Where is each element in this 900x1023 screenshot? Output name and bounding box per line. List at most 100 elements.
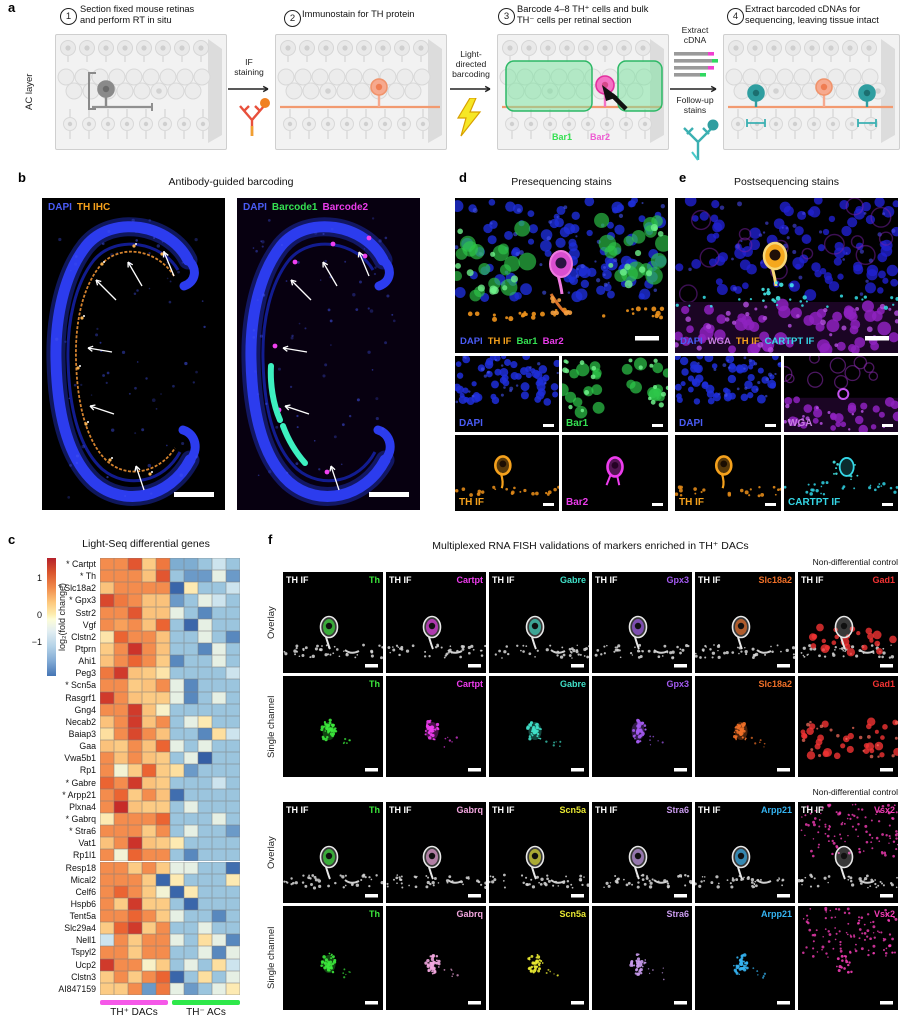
gene-label: Stra6	[666, 805, 689, 815]
heatmap-cell	[128, 618, 142, 631]
heatmap-cell	[128, 970, 142, 983]
heatmap-cell	[226, 642, 240, 656]
heatmap-cell	[226, 764, 240, 777]
heatmap-cell	[170, 812, 184, 826]
heatmap-cell	[156, 812, 170, 826]
heatmap-cell	[170, 594, 184, 607]
heatmap-cell	[212, 642, 226, 656]
heatmap-cell	[184, 946, 198, 959]
heatmap-cell	[142, 873, 156, 886]
fish-tile-single-vsx2: Vsx2	[798, 906, 898, 1010]
gene-label-Nell1: Nell1	[75, 935, 96, 946]
heatmap-cell	[142, 630, 156, 643]
heatmap-cell	[142, 825, 156, 838]
heatmap-cell	[170, 740, 184, 753]
panel-b-title: Antibody-guided barcoding	[168, 176, 294, 188]
heatmap-cell	[128, 922, 142, 935]
heatmap-cell	[170, 679, 184, 692]
heatmap-cell	[184, 776, 198, 789]
heatmap-cell	[170, 922, 184, 935]
heatmap-cell	[198, 655, 212, 668]
fish-tile-overlay-gad1: TH IF Gad1	[798, 572, 898, 673]
panel-c-title: Light-Seq differential genes	[82, 538, 210, 550]
heatmap-cell	[198, 800, 212, 813]
heatmap-cell	[156, 982, 170, 996]
step-3-text: Barcode 4–8 TH⁺ cells and bulk TH⁻ cells …	[517, 4, 649, 25]
heatmap-cell	[100, 934, 114, 947]
heatmap-cell	[170, 752, 184, 765]
th-if-label: TH IF	[698, 575, 721, 585]
heatmap-cell	[100, 788, 114, 801]
gene-label: Gabre	[559, 575, 586, 585]
heatmap-cell	[100, 618, 114, 631]
channel-dapi: DAPI	[680, 336, 703, 347]
gene-label-Arpp21: * Arpp21	[62, 789, 96, 800]
heatmap-cell	[184, 667, 198, 680]
fish-tile-single-slc18a2: Slc18a2	[695, 676, 795, 777]
heatmap-cell	[100, 776, 114, 789]
heatmap-cell	[226, 594, 240, 607]
heatmap-cell	[184, 897, 198, 911]
gene-label: Gabre	[559, 679, 586, 689]
heatmap-cell	[100, 910, 114, 923]
panel-c-label: c	[8, 532, 16, 547]
heatmap-cell	[142, 910, 156, 923]
cdna-strands-icon	[670, 52, 720, 82]
heatmap-cell	[156, 679, 170, 692]
heatmap-cell	[128, 897, 142, 911]
heatmap-cell	[198, 570, 212, 583]
th-if-label: TH IF	[286, 805, 309, 815]
retina2-channel-legend: DAPI Barcode1 Barcode2	[243, 202, 373, 213]
heatmap-cell	[100, 630, 114, 643]
heatmap-cell	[114, 642, 128, 656]
group-bar-1	[172, 1000, 240, 1005]
heatmap-cell	[100, 715, 114, 728]
heatmap-cell	[156, 606, 170, 619]
heatmap-cell	[226, 849, 240, 862]
gene-label: Th	[369, 805, 380, 815]
gene-label-Gabrq: * Gabrq	[65, 813, 96, 824]
heatmap-cell	[184, 849, 198, 862]
heatmap-cell	[226, 558, 240, 571]
heatmap-cell	[226, 825, 240, 838]
heatmap-cell	[226, 885, 240, 898]
heatmap-cell	[156, 776, 170, 789]
tile-channel-label: TH IF	[459, 497, 484, 508]
heatmap-cell	[170, 897, 184, 911]
heatmap-cell	[198, 642, 212, 656]
bar2-label: Bar2	[590, 132, 611, 142]
colorbar	[47, 558, 56, 676]
retina-image-dapi-th	[42, 198, 225, 510]
heatmap-cell	[198, 849, 212, 862]
heatmap-cell	[156, 618, 170, 631]
heatmap-cell	[170, 715, 184, 728]
heatmap-cell	[212, 570, 226, 583]
heatmap-cell	[170, 655, 184, 668]
panel-f-label: f	[268, 532, 273, 547]
heatmap-cell	[170, 982, 184, 996]
heatmap-cell	[128, 788, 142, 801]
heatmap-cell	[170, 558, 184, 571]
heatmap-cell	[170, 667, 184, 680]
heatmap-cell	[226, 703, 240, 716]
heatmap-cell	[226, 934, 240, 947]
heatmap-cell	[198, 873, 212, 886]
heatmap-cell	[114, 825, 128, 838]
fish-tile-overlay-th: TH IF Th	[283, 572, 383, 673]
fish-tile-overlay-gabre: TH IF Gabre	[489, 572, 589, 673]
heatmap-cell	[212, 594, 226, 607]
gene-label-Ahi1: Ahi1	[78, 656, 96, 667]
heatmap-cell	[128, 606, 142, 619]
fish-tile-single-arpp21: Arpp21	[695, 906, 795, 1010]
gene-label: Cartpt	[456, 679, 484, 689]
micro-tile-cartpt-if: CARTPT IF	[784, 435, 898, 511]
heatmap-cell	[212, 885, 226, 898]
heatmap-cell	[198, 934, 212, 947]
lightning-bolt-icon	[456, 97, 486, 138]
heatmap-cell	[100, 752, 114, 765]
row-label-single-2: Single channel	[266, 926, 277, 990]
heatmap-cell	[156, 849, 170, 862]
schematic-tissue-2	[275, 34, 447, 150]
channel-wga: WGA	[707, 336, 731, 347]
heatmap-cell	[114, 630, 128, 643]
